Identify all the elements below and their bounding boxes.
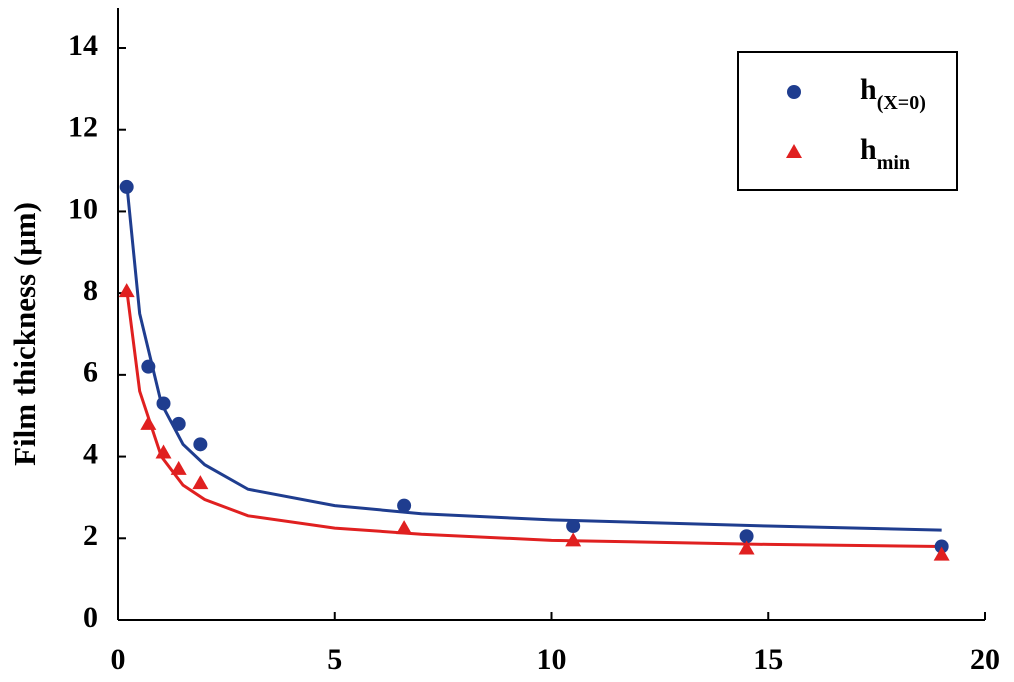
y-tick-label: 8 — [83, 274, 98, 307]
x-tick-label: 15 — [753, 643, 783, 676]
data-point — [157, 396, 171, 410]
y-axis-title: Film thickness (μm) — [7, 202, 42, 466]
legend-name: h — [860, 73, 877, 106]
y-tick-label: 4 — [83, 437, 98, 470]
page: Film thickness (μm) 0 2 4 6 8 10 12 14 0 5 10 15 20 h… — [0, 0, 1014, 682]
data-point — [566, 519, 580, 533]
data-point — [172, 417, 186, 431]
x-tick-label: 10 — [537, 643, 567, 676]
y-tick-label: 6 — [83, 356, 98, 389]
fit-curve — [127, 183, 942, 530]
data-point — [120, 180, 134, 194]
legend-subscript: min — [877, 152, 910, 174]
legend-marker — [787, 85, 801, 99]
x-tick-label: 0 — [111, 643, 126, 676]
data-point — [192, 475, 208, 489]
legend-box — [738, 52, 957, 190]
x-tick-label: 20 — [970, 643, 1000, 676]
data-point — [119, 283, 135, 297]
legend-name: h — [860, 133, 877, 166]
data-point — [396, 520, 412, 534]
y-tick-label: 12 — [68, 111, 98, 144]
y-tick-label: 10 — [68, 192, 98, 225]
y-tick-label: 2 — [83, 519, 98, 552]
x-tick-label: 5 — [327, 643, 342, 676]
legend-subscript: (X=0) — [877, 92, 926, 114]
data-point — [193, 437, 207, 451]
data-point — [171, 461, 187, 475]
y-tick-label: 14 — [68, 29, 98, 62]
data-point — [140, 416, 156, 430]
y-tick-label: 0 — [83, 601, 98, 634]
data-point — [397, 499, 411, 513]
fit-curve — [127, 289, 942, 546]
chart: Film thickness (μm) 0 2 4 6 8 10 12 14 0 5 10 15 20 h… — [0, 0, 1014, 682]
data-point — [141, 360, 155, 374]
